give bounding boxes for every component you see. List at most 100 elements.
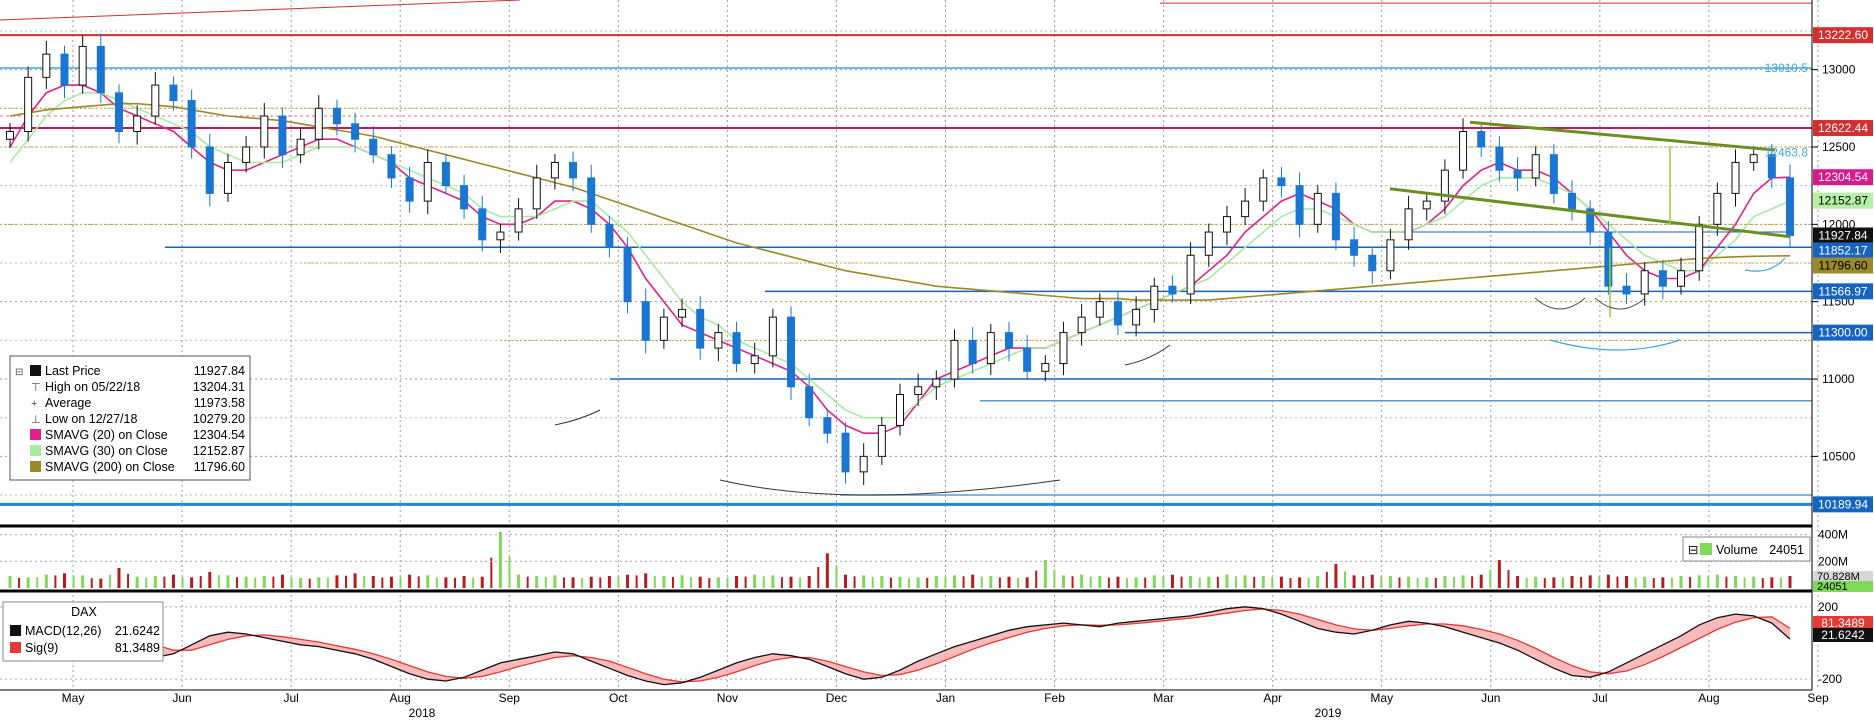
volume-bar [1652,578,1655,588]
volume-bar [1443,576,1447,588]
volume-bar [835,566,838,588]
price-tag-box [1813,257,1873,274]
volume-bar [599,577,602,588]
candle-body [369,138,378,156]
volume-bar [1679,576,1683,588]
candle-body [423,161,432,202]
price-annotation: 13010.5 [1765,61,1809,75]
volume-bar [62,573,66,588]
volume-bar [127,573,130,588]
candle-body [1549,154,1558,194]
volume-bar [1561,577,1564,588]
volume-legend: ⊟ Volume 24051 [1682,536,1811,562]
candle-body [550,161,559,179]
volume-bar [799,577,802,588]
volume-bar [562,577,565,588]
volume-bar [308,578,311,588]
price-tag-label: 13222.60 [1818,28,1868,42]
volume-bar [508,556,511,588]
month-label: Jun [1481,691,1500,705]
candle-body [1041,363,1050,372]
volume-bar [353,573,357,588]
candle-body [1677,270,1686,287]
month-label: Nov [717,691,738,705]
macd-legend: DAX MACD(12,26) 21.6242 Sig(9) 81.3489 [2,601,164,662]
volume-bar [181,577,184,588]
volume-bar [444,577,448,588]
candle-body [1241,200,1250,218]
candle-body [205,146,214,194]
volume-bar [589,576,593,588]
candlestick-series [6,33,1794,486]
volume-bar [1289,578,1292,588]
volume-bar [1344,571,1346,588]
volume-bar [1126,578,1129,588]
volume-bar [1434,577,1437,588]
legend-marker: + [31,398,37,410]
macd-line [9,606,1791,686]
month-label: Oct [609,691,628,705]
volume-bar [44,574,48,588]
volume-bar [753,574,757,588]
volume-bar [1279,576,1283,588]
price-tag-box [1813,324,1873,341]
candle-body [1767,154,1776,179]
volume-bar [626,574,630,588]
price-tick-label: 11000 [1822,372,1855,386]
volume-bar [8,576,12,588]
volume-bar [1362,576,1365,588]
volume-bar [1770,577,1774,588]
volume-bar [581,578,584,588]
volume-bar [99,578,103,588]
legend-marker: ⊥ [31,414,41,426]
volume-bar [345,575,348,588]
candle-body [914,386,923,396]
candle-body [877,424,886,457]
volume-bar [1298,577,1302,588]
price-annotation: 12463.8 [1765,146,1809,160]
volume-bar [1144,577,1147,588]
candle-body [1422,200,1431,210]
legend-swatch [30,365,41,376]
candle-body [1786,177,1794,236]
candle-body [1222,216,1231,233]
year-label: 2018 [409,706,436,720]
volume-bar [1489,569,1492,588]
price-tags: 13222.60 12622.44 12304.54 12152.87 11927.84… [1813,27,1873,513]
candle-body [6,131,14,140]
volume-bar [1243,575,1247,588]
volume-bar [1507,570,1510,588]
volume-legend-toggle[interactable]: ⊟ [1688,543,1698,557]
legend-entry-value: 11927.84 [194,364,245,378]
volume-bar [1416,578,1419,588]
legend-entry-name: Low on 12/27/18 [45,412,137,426]
volume-bar [1707,576,1710,588]
volume-bar [371,576,375,588]
volume-bar [226,575,230,588]
pattern-arc [1124,344,1171,366]
price-tag-box [1813,227,1873,244]
volume-bar [135,576,139,588]
volume-bar [1089,576,1092,588]
volume-bar [1170,574,1174,588]
candle-body [260,115,269,148]
volume-bar [480,576,484,588]
legend-swatch [30,461,41,472]
legend-entry-value: 11796.60 [194,460,245,474]
candle-body [932,378,941,388]
volume-bar [454,577,456,588]
month-label: Jul [283,691,298,705]
volume-bar [290,577,293,588]
signal-legend-value: 81.3489 [115,641,160,655]
candle-body [532,177,541,210]
candle-body [859,455,868,473]
candle-body [1386,239,1395,272]
legend-swatch [30,445,41,456]
volume-bar [1616,576,1619,588]
volume-bar [1271,577,1274,588]
volume-bar [1670,577,1673,588]
volume-bar [1134,577,1138,588]
candle-body [1622,285,1631,295]
pattern-arc [1744,257,1786,272]
